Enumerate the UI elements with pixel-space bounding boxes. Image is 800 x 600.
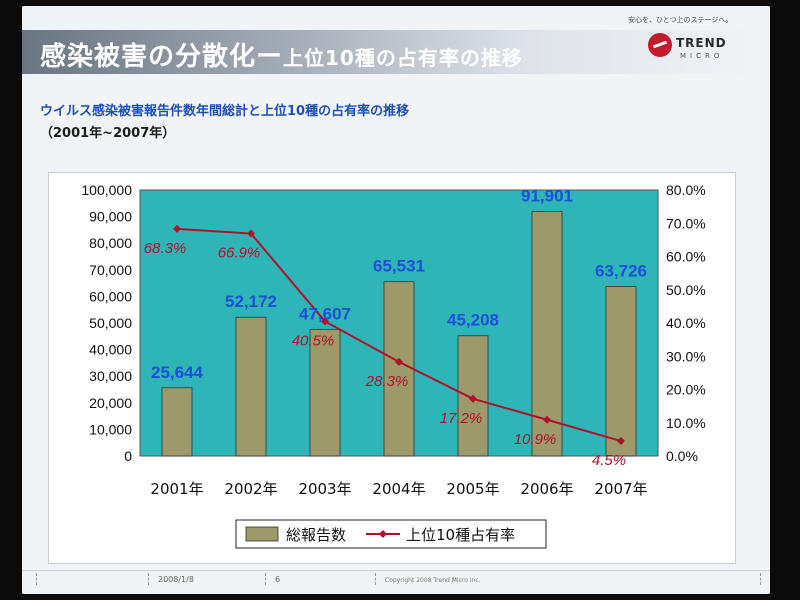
bar-value-label: 91,901 bbox=[521, 187, 573, 206]
y-right-tick-label: 30.0% bbox=[666, 348, 706, 364]
bar bbox=[383, 281, 415, 457]
footer-date: 2008/1/8 bbox=[158, 575, 194, 584]
combo-chart: 0 10,000 20,000 30,000 40,000 50,000 60,000 70,… bbox=[81, 182, 706, 549]
brand-tagline: 安心を、ひとつ上のステージへ。 bbox=[628, 16, 733, 24]
footer-divider bbox=[148, 573, 150, 585]
footer-page: 6 bbox=[275, 575, 281, 584]
line-point bbox=[173, 224, 181, 233]
y-left-tick-label: 0 bbox=[124, 448, 132, 464]
x-tick-label: 2006年 bbox=[520, 480, 573, 498]
line-value-label: 17.2% bbox=[440, 410, 483, 427]
y-right-tick-label: 70.0% bbox=[666, 215, 706, 231]
line-point bbox=[395, 357, 403, 366]
legend-bar-swatch bbox=[245, 526, 279, 542]
y-left-tick-label: 70,000 bbox=[89, 262, 132, 278]
y-right-tick-label: 0.0% bbox=[666, 448, 698, 464]
bar-value-label: 47,607 bbox=[299, 304, 351, 323]
x-tick-label: 2002年 bbox=[224, 480, 277, 498]
bar-value-label: 25,644 bbox=[151, 363, 204, 382]
brand-name: TREND bbox=[676, 36, 727, 50]
bar bbox=[309, 328, 341, 457]
footer-divider bbox=[375, 573, 377, 585]
y-left-tick-label: 10,000 bbox=[89, 421, 132, 437]
footer-divider bbox=[760, 573, 762, 585]
line-point bbox=[469, 394, 477, 403]
line-value-label: 28.3% bbox=[365, 373, 409, 390]
y-left-tick-label: 20,000 bbox=[89, 395, 132, 411]
line-value-label: 68.3% bbox=[144, 240, 187, 257]
line-point bbox=[617, 437, 625, 446]
line-value-label: 66.9% bbox=[218, 245, 261, 262]
y-right-tick-label: 40.0% bbox=[666, 315, 706, 331]
footer-divider bbox=[265, 573, 267, 585]
bar-value-label: 65,531 bbox=[373, 257, 425, 276]
y-right-tick-label: 50.0% bbox=[666, 282, 706, 298]
slide-title-sub: 上位10種の占有率の推移 bbox=[283, 46, 523, 70]
bar bbox=[605, 286, 637, 457]
bar bbox=[235, 316, 267, 457]
slide-title: 感染被害の分散化ー上位10種の占有率の推移 bbox=[40, 36, 523, 73]
bar-value-label: 63,726 bbox=[595, 261, 647, 280]
legend-line-marker bbox=[379, 530, 387, 538]
y-left-tick-label: 40,000 bbox=[89, 342, 132, 358]
chart-period: （2001年~2007年） bbox=[40, 126, 176, 141]
y-left-tick-label: 80,000 bbox=[89, 235, 132, 251]
legend-bar-label: 総報告数 bbox=[286, 526, 346, 544]
x-tick-label: 2001年 bbox=[150, 480, 203, 498]
y-left-tick-label: 60,000 bbox=[89, 288, 132, 304]
footer bbox=[22, 570, 770, 591]
y-left-tick-label: 30,000 bbox=[89, 368, 132, 384]
y-right-tick-label: 60.0% bbox=[666, 249, 706, 265]
line-value-label: 4.5% bbox=[592, 452, 626, 469]
line-value-label: 40.5% bbox=[292, 332, 335, 349]
x-tick-label: 2004年 bbox=[372, 480, 425, 498]
y-right-tick-label: 10.0% bbox=[666, 415, 706, 431]
bar bbox=[531, 211, 563, 457]
bar-value-label: 45,208 bbox=[447, 311, 499, 330]
x-tick-label: 2005年 bbox=[446, 480, 499, 498]
footer-divider bbox=[36, 573, 38, 585]
legend-line-label: 上位10種占有率 bbox=[406, 526, 515, 544]
trend-micro-logo-icon bbox=[648, 33, 672, 57]
title-bar bbox=[22, 30, 770, 74]
x-tick-label: 2003年 bbox=[298, 480, 351, 498]
y-left-tick-label: 90,000 bbox=[89, 209, 132, 225]
y-left-tick-label: 50,000 bbox=[89, 315, 132, 331]
bar-value-label: 52,172 bbox=[225, 292, 277, 311]
y-right-tick-label: 80.0% bbox=[666, 182, 706, 198]
line-point bbox=[543, 415, 551, 424]
chart-subtitle: ウイルス感染被害報告件数年間総計と上位10種の占有率の推移 bbox=[40, 104, 410, 119]
y-left-tick-label: 100,000 bbox=[81, 182, 132, 198]
slide-title-main: 感染被害の分散化ー bbox=[40, 42, 284, 72]
line-value-label: 10.9% bbox=[514, 431, 557, 448]
line-point bbox=[247, 229, 255, 238]
x-tick-label: 2007年 bbox=[594, 480, 647, 498]
y-right-tick-label: 20.0% bbox=[666, 382, 706, 398]
line-point bbox=[321, 317, 329, 326]
brand-name-2: MICRO bbox=[680, 52, 724, 60]
footer-copyright: Copyright 2008 Trend Micro Inc. bbox=[385, 577, 481, 584]
bar bbox=[161, 387, 193, 457]
